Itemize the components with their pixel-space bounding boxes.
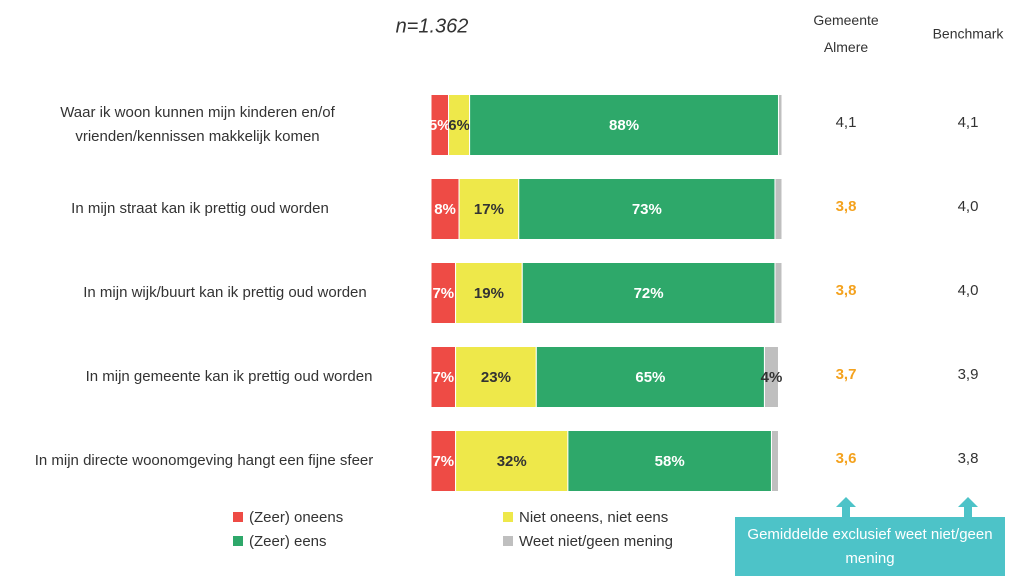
data-label: 73%	[632, 201, 662, 218]
bar-segment	[455, 262, 523, 324]
data-label: 7%	[432, 285, 454, 302]
bar-segment	[430, 262, 457, 324]
category-label: In mijn directe woonomgeving hangt een f…	[34, 452, 374, 469]
data-label: 7%	[432, 453, 454, 470]
bar-segment	[777, 94, 783, 156]
bar-segment	[430, 346, 457, 408]
bar-segment	[770, 430, 779, 492]
legend-swatch	[233, 512, 243, 522]
score: 4,0	[958, 282, 979, 299]
legend-label: Weet niet/geen mening	[519, 533, 673, 550]
bar-segment	[567, 430, 772, 492]
bar-segment	[458, 178, 520, 240]
data-label: 17%	[474, 201, 504, 218]
score: 3,8	[836, 282, 857, 299]
bar-segment	[521, 262, 776, 324]
data-label: 32%	[497, 453, 527, 470]
bar-segment	[430, 178, 460, 240]
score: 4,1	[958, 114, 979, 131]
legend-swatch	[503, 536, 513, 546]
data-label: 6%	[448, 117, 470, 134]
bar-segment	[455, 430, 569, 492]
bar-segment	[774, 178, 783, 240]
data-label: 58%	[655, 453, 685, 470]
legend-label: (Zeer) eens	[249, 533, 327, 550]
column-header: Benchmark	[932, 25, 1004, 42]
callout: Gemiddelde exclusief weet niet/geen meni…	[735, 517, 1005, 576]
score: 3,8	[958, 450, 979, 467]
legend-swatch	[503, 512, 513, 522]
category-label: In mijn straat kan ik prettig oud worden	[71, 200, 329, 217]
arrow	[958, 497, 978, 517]
legend-swatch	[233, 536, 243, 546]
column-header: Gemeente Almere	[813, 12, 879, 55]
data-label: 5%	[429, 117, 451, 134]
data-label: 4%	[761, 369, 783, 386]
data-label: 72%	[634, 285, 664, 302]
bar-segment	[518, 178, 776, 240]
bar-segment	[469, 94, 779, 156]
category-label: In mijn wijk/buurt kan ik prettig oud wo…	[83, 284, 367, 301]
bar-segment	[535, 346, 765, 408]
bar-segment	[763, 346, 779, 408]
arrow	[836, 497, 856, 517]
category-label: Waar ik woon kunnen mijn kinderen en/of …	[60, 104, 335, 145]
legend-label: Niet oneens, niet eens	[519, 509, 668, 526]
score: 3,7	[836, 366, 857, 383]
bar-segment	[430, 430, 457, 492]
data-label: 88%	[609, 117, 639, 134]
data-label: 23%	[481, 369, 511, 386]
score: 4,0	[958, 198, 979, 215]
score: 4,1	[836, 114, 857, 131]
callout-arrows	[836, 497, 978, 517]
data-label: 8%	[434, 201, 456, 218]
bar-segment	[774, 262, 783, 324]
subtitle: n=1.362	[396, 15, 469, 37]
score: 3,6	[836, 450, 857, 467]
bar-segment	[455, 346, 537, 408]
data-label: 7%	[432, 369, 454, 386]
legend-label: (Zeer) oneens	[249, 509, 343, 526]
category-label: In mijn gemeente kan ik prettig oud word…	[85, 368, 373, 385]
score: 3,8	[836, 198, 857, 215]
score: 3,9	[958, 366, 979, 383]
data-label: 65%	[635, 369, 665, 386]
data-label: 19%	[474, 285, 504, 302]
